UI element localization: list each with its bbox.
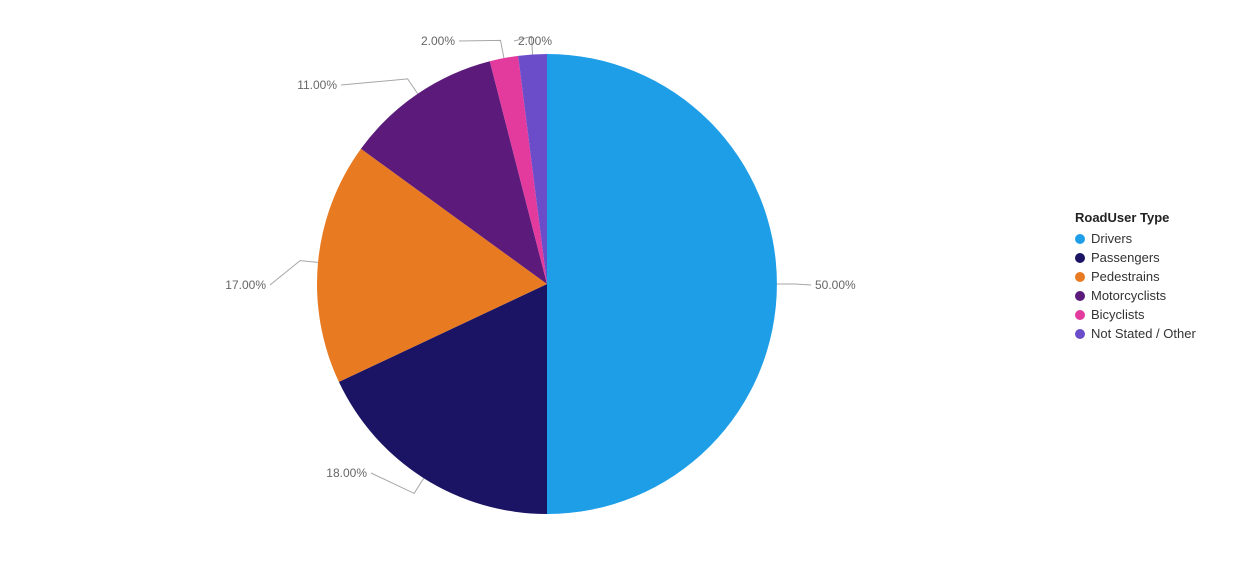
data-label: 17.00% [225, 278, 266, 292]
legend-item-label: Not Stated / Other [1091, 326, 1196, 341]
legend-item-label: Drivers [1091, 231, 1132, 246]
legend-swatch-icon [1075, 310, 1085, 320]
legend-item[interactable]: Drivers [1075, 231, 1196, 246]
legend-items: Drivers Passengers Pedestrains Motorcyclist… [1075, 231, 1196, 341]
legend-item-label: Pedestrains [1091, 269, 1160, 284]
pie-chart-svg [0, 0, 1248, 578]
legend: RoadUser Type Drivers Passengers Pedestrai… [1075, 210, 1196, 345]
pie-slice-drivers[interactable] [547, 54, 777, 514]
legend-item[interactable]: Bicyclists [1075, 307, 1196, 322]
legend-swatch-icon [1075, 234, 1085, 244]
leader-line [459, 40, 504, 58]
legend-item-label: Bicyclists [1091, 307, 1144, 322]
legend-swatch-icon [1075, 253, 1085, 263]
leader-line [270, 261, 318, 285]
data-label: 18.00% [326, 466, 367, 480]
legend-item[interactable]: Not Stated / Other [1075, 326, 1196, 341]
data-label: 2.00% [518, 34, 552, 48]
legend-item[interactable]: Passengers [1075, 250, 1196, 265]
legend-item-label: Passengers [1091, 250, 1160, 265]
leader-line [371, 473, 424, 493]
data-label: 50.00% [815, 278, 856, 292]
legend-swatch-icon [1075, 329, 1085, 339]
legend-item[interactable]: Pedestrains [1075, 269, 1196, 284]
legend-item-label: Motorcyclists [1091, 288, 1166, 303]
legend-item[interactable]: Motorcyclists [1075, 288, 1196, 303]
leader-line [777, 284, 811, 285]
legend-swatch-icon [1075, 291, 1085, 301]
pie-chart-container: RoadUser Type Drivers Passengers Pedestrai… [0, 0, 1248, 578]
legend-swatch-icon [1075, 272, 1085, 282]
data-label: 11.00% [297, 78, 337, 92]
data-label: 2.00% [421, 34, 455, 48]
legend-title: RoadUser Type [1075, 210, 1196, 225]
leader-line [341, 79, 418, 94]
